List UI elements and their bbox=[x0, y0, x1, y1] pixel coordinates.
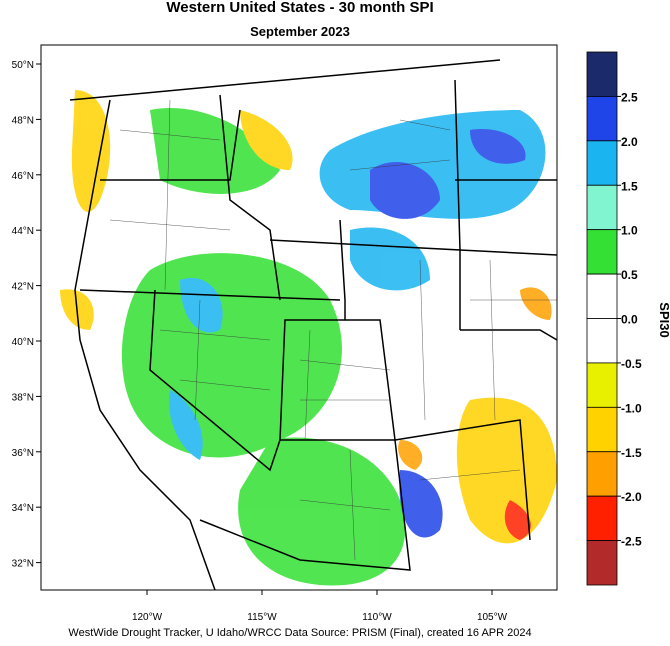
colorbar-label: -2.0 bbox=[621, 490, 642, 504]
colorbar-bin bbox=[586, 318, 618, 364]
colorbar-label: 0.5 bbox=[621, 268, 638, 282]
lat-label: 34°N bbox=[12, 503, 34, 514]
colorbar-bin bbox=[586, 184, 618, 231]
colorbar-bin bbox=[586, 406, 618, 453]
lon-label: 115°W bbox=[247, 612, 277, 623]
colorbar-bin bbox=[586, 451, 618, 497]
title: Western United States - 30 month SPI bbox=[166, 0, 433, 16]
colorbar-label: 0.0 bbox=[621, 313, 638, 327]
lon-label: 110°W bbox=[362, 612, 392, 623]
colorbar-bin bbox=[586, 540, 618, 586]
state-borders bbox=[69, 59, 557, 590]
colorbar-label: 1.0 bbox=[621, 224, 638, 238]
colorbar-label: -1.0 bbox=[621, 401, 642, 415]
map-frame bbox=[40, 44, 558, 591]
lon-label: 120°W bbox=[132, 612, 163, 623]
subtitle: September 2023 bbox=[250, 24, 350, 39]
lat-label: 42°N bbox=[12, 282, 34, 293]
colorbar-label: 2.0 bbox=[621, 135, 638, 149]
lat-label: 36°N bbox=[12, 448, 34, 459]
colorbar-label: 1.5 bbox=[621, 179, 638, 193]
colorbar-bin bbox=[586, 273, 618, 319]
county-borders bbox=[109, 99, 557, 561]
lat-label: 32°N bbox=[12, 559, 34, 570]
lat-label: 40°N bbox=[12, 337, 34, 348]
lat-label: 50°N bbox=[12, 60, 34, 71]
colorbar-bin bbox=[586, 229, 618, 275]
colorbar-bin bbox=[586, 140, 618, 186]
colorbar-label: 2.5 bbox=[621, 90, 638, 104]
lat-label: 44°N bbox=[12, 226, 34, 237]
colorbar-title: SPI30 bbox=[657, 302, 670, 337]
colorbar-bin bbox=[586, 51, 618, 97]
lon-label: 105°W bbox=[477, 612, 508, 623]
lat-label: 48°N bbox=[12, 115, 34, 126]
lat-label: 46°N bbox=[12, 171, 34, 182]
lat-label: 38°N bbox=[12, 392, 34, 403]
colorbar-label: -1.5 bbox=[621, 446, 642, 460]
colorbar-bin bbox=[586, 96, 618, 142]
map-area bbox=[41, 45, 557, 590]
colorbar-label: -2.5 bbox=[621, 535, 642, 549]
colorbar-bin bbox=[586, 495, 618, 541]
colorbar-bin bbox=[586, 362, 618, 408]
colorbar-label: -0.5 bbox=[621, 357, 642, 371]
footer: WestWide Drought Tracker, U Idaho/WRCC D… bbox=[68, 627, 531, 639]
